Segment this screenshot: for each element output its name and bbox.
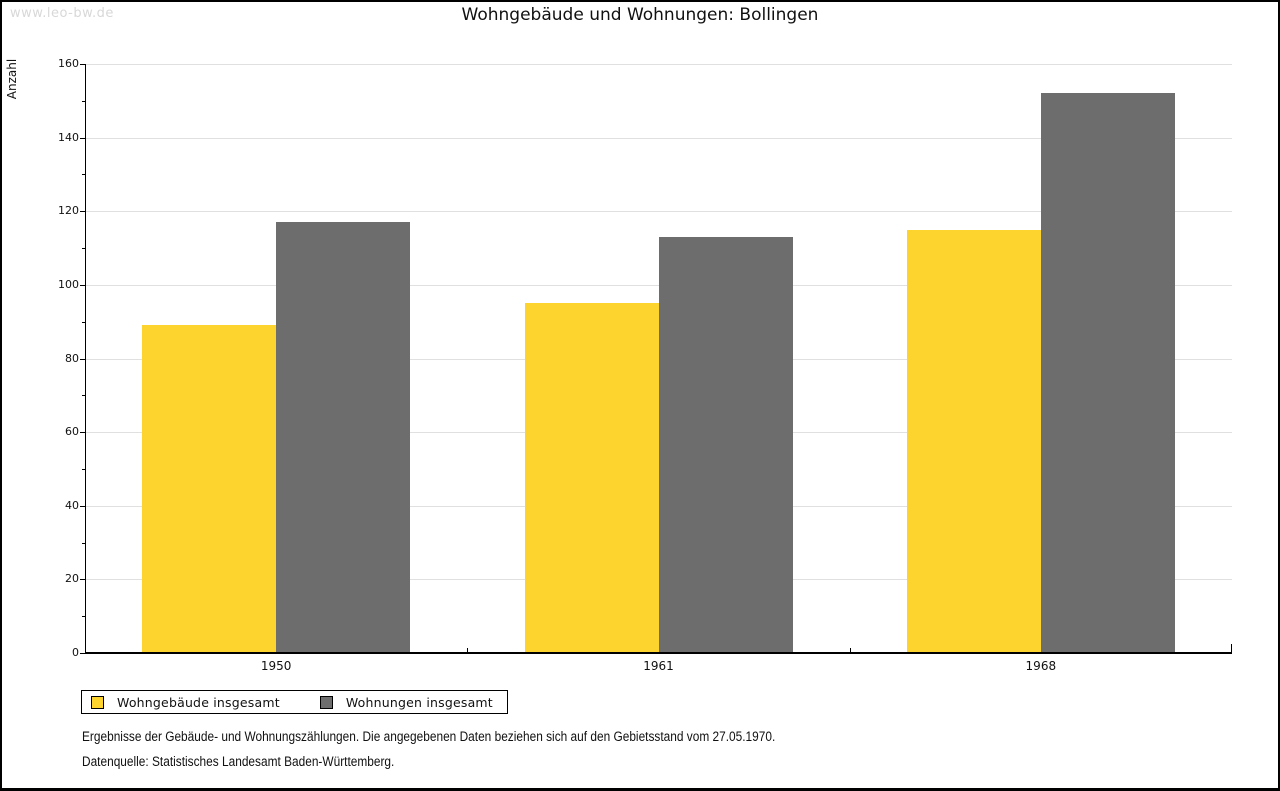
legend-swatch-wohnungen xyxy=(319,695,333,709)
y-minor-tick xyxy=(82,616,85,618)
y-minor-tick xyxy=(82,321,85,323)
x-axis-end-tick xyxy=(1231,644,1232,652)
bar-wohnungen-1968 xyxy=(1040,93,1175,653)
watermark: www.leo-bw.de xyxy=(10,6,114,21)
bar-wohngebaeude-1961 xyxy=(524,303,659,653)
y-axis-label: Anzahl xyxy=(5,58,19,100)
y-minor-tick xyxy=(82,395,85,397)
bar-wohnungen-1961 xyxy=(658,237,793,653)
legend-label: Wohngebäude insgesamt xyxy=(117,694,280,710)
gridline xyxy=(85,211,1232,213)
y-minor-tick xyxy=(82,542,85,544)
bar-wohngebaeude-1950 xyxy=(142,325,277,653)
y-tick-label: 120 xyxy=(58,204,79,218)
y-major-tick xyxy=(80,64,85,65)
y-tick-label: 60 xyxy=(65,425,79,439)
y-major-tick xyxy=(80,653,85,654)
x-axis xyxy=(85,652,1232,654)
y-major-tick xyxy=(80,358,85,360)
y-major-tick xyxy=(80,505,85,507)
y-major-tick xyxy=(80,137,85,139)
gridline xyxy=(85,137,1232,139)
y-major-tick xyxy=(80,432,85,434)
y-major-tick xyxy=(80,579,85,581)
y-minor-tick xyxy=(82,468,85,470)
y-tick-label: 80 xyxy=(65,351,79,365)
legend-item-wohnungen: Wohnungen insgesamt xyxy=(319,694,493,710)
gridline xyxy=(85,64,1232,65)
legend-item-wohngebaeude: Wohngebäude insgesamt xyxy=(91,695,280,710)
y-minor-tick xyxy=(82,174,85,176)
x-boundary-tick xyxy=(467,648,469,653)
bar-wohnungen-1950 xyxy=(276,222,411,653)
y-tick-label: 0 xyxy=(72,646,79,659)
chart-title: Wohngebäude und Wohnungen: Bollingen xyxy=(461,5,819,25)
x-tick-label-1950: 1950 xyxy=(260,659,292,673)
y-tick-label: 140 xyxy=(58,130,79,144)
legend-label: Wohnungen insgesamt xyxy=(345,694,493,710)
legend-swatch-wohngebaeude xyxy=(91,695,104,709)
footnote-gebietsstand: Ergebnisse der Gebäude- und Wohnungszähl… xyxy=(82,729,776,744)
y-tick-label: 20 xyxy=(65,572,79,586)
footnote-datenquelle: Datenquelle: Statistisches Landesamt Bad… xyxy=(82,754,395,769)
x-boundary-tick xyxy=(849,648,851,653)
y-major-tick xyxy=(80,284,85,286)
y-tick-label: 160 xyxy=(58,57,79,70)
y-tick-label: 100 xyxy=(58,277,79,291)
x-tick-label-1961: 1961 xyxy=(643,659,674,673)
y-tick-label: 40 xyxy=(65,498,79,512)
bar-wohngebaeude-1968 xyxy=(906,229,1041,653)
x-tick-label-1968: 1968 xyxy=(1025,659,1057,673)
y-minor-tick xyxy=(82,248,85,250)
y-minor-tick xyxy=(82,100,85,102)
y-axis xyxy=(85,64,86,653)
legend: Wohngebäude insgesamt Wohnungen insgesam… xyxy=(81,690,508,714)
y-major-tick xyxy=(80,211,85,213)
